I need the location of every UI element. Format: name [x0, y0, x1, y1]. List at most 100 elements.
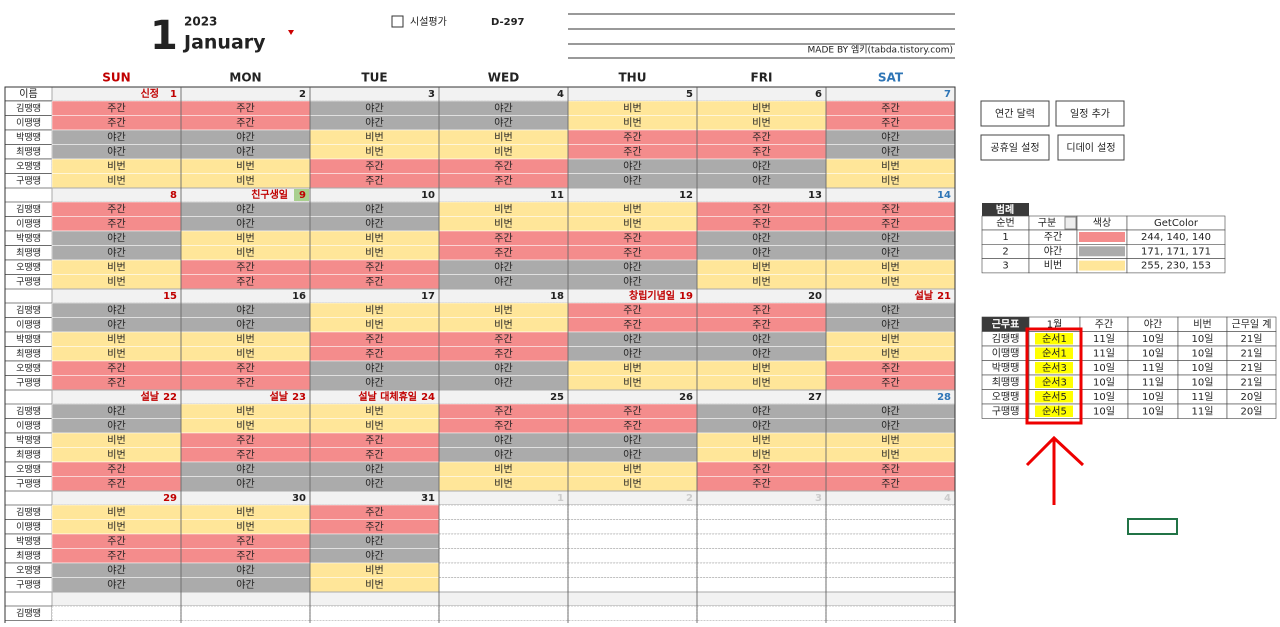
shift: 야간 [881, 247, 899, 259]
button[interactable] [980, 134, 1050, 161]
shift: 비번 [494, 203, 512, 215]
shift: 비번 [365, 247, 383, 259]
date: 31 [421, 493, 435, 504]
legend-header: 순번 [996, 217, 1014, 229]
legend-value: 비번 [1044, 260, 1062, 272]
roster-value: 10일 [1093, 377, 1115, 389]
shift: 야간 [107, 579, 125, 591]
roster-value: 순서3 [1042, 377, 1067, 389]
shift: 주간 [107, 550, 125, 562]
empty-cell [567, 548, 698, 564]
person-name: 이땡땡 [16, 521, 41, 532]
roster-value: 21일 [1241, 377, 1263, 389]
shift: 주간 [365, 261, 383, 273]
roster-value: 10일 [1093, 391, 1115, 403]
highlight-box [1025, 327, 1083, 425]
button[interactable] [1057, 134, 1125, 161]
shift: 비번 [107, 276, 125, 288]
shift: 주간 [365, 521, 383, 533]
roster-value: 순서5 [1042, 391, 1067, 403]
shift: 주간 [365, 276, 383, 288]
date: 11 [550, 190, 564, 201]
empty-cell [567, 577, 698, 593]
shift: 비번 [107, 333, 125, 345]
calendar-icon [391, 15, 404, 28]
roster-value: 10일 [1192, 362, 1214, 374]
shift: 주간 [365, 434, 383, 446]
shift: 야간 [494, 102, 512, 114]
date: 25 [550, 392, 564, 403]
button-label[interactable]: 연간 달력 [995, 108, 1035, 120]
holiday: 신정 [141, 87, 159, 100]
shift: 주간 [107, 362, 125, 374]
empty-cell [567, 533, 698, 549]
shift: 주간 [236, 449, 254, 461]
roster-value: 10일 [1142, 348, 1164, 360]
empty-cell [825, 504, 956, 520]
shift: 비번 [236, 348, 254, 360]
shift: 비번 [107, 521, 125, 533]
legend-title-bg [982, 203, 1029, 216]
shift: 야간 [494, 261, 512, 273]
date: 14 [937, 190, 951, 201]
empty-cell [51, 605, 182, 621]
dropdown[interactable] [1064, 216, 1077, 230]
date: 20 [808, 291, 822, 302]
date: 16 [292, 291, 306, 302]
date: 13 [808, 190, 822, 201]
roster-value: 최땡땡 [992, 377, 1020, 389]
empty-cell [438, 605, 569, 621]
arrow [1025, 435, 1085, 505]
button-label[interactable]: 일정 추가 [1070, 108, 1110, 120]
month-number: 1 [150, 13, 178, 59]
date-row [51, 591, 956, 607]
shift: 주간 [236, 377, 254, 389]
shift: 비번 [494, 463, 512, 475]
shift: 야간 [365, 377, 383, 389]
date: 27 [808, 392, 822, 403]
person-name: 이땡땡 [16, 218, 41, 229]
date: 29 [163, 493, 177, 504]
legend-value: 2 [1002, 246, 1008, 257]
button[interactable] [1055, 100, 1125, 127]
shift: 비번 [107, 434, 125, 446]
person-name: 박땡땡 [16, 536, 41, 547]
shift: 야간 [494, 276, 512, 288]
shift: 비번 [623, 463, 641, 475]
holiday: 설날 [915, 289, 934, 302]
weekday: TUE [361, 71, 387, 85]
empty-cell [696, 577, 827, 593]
shift: 주간 [494, 247, 512, 259]
date: 3 [428, 89, 435, 100]
shift: 비번 [881, 175, 899, 187]
shift: 비번 [494, 131, 512, 143]
button-label[interactable]: 공휴일 설정 [990, 142, 1039, 154]
weekday: FRI [751, 71, 773, 85]
shift: 야간 [752, 405, 770, 417]
person-name: 김땡땡 [16, 607, 41, 619]
button-label[interactable]: 디데이 설정 [1066, 142, 1115, 154]
shift: 주간 [881, 478, 899, 490]
roster-header: 비번 [1193, 319, 1211, 331]
shift: 비번 [752, 117, 770, 129]
roster-value: 김땡땡 [992, 333, 1020, 345]
roster-value: 21일 [1241, 348, 1263, 360]
shift: 비번 [752, 449, 770, 461]
person-name: 구땡땡 [16, 579, 41, 590]
button[interactable] [980, 100, 1050, 127]
empty-cell [825, 605, 956, 621]
shift: 비번 [236, 506, 254, 518]
person-name: 이땡땡 [16, 117, 41, 128]
shift: 주간 [236, 550, 254, 562]
shift: 주간 [881, 377, 899, 389]
shift: 야간 [236, 564, 254, 576]
shift: 야간 [365, 535, 383, 547]
shift: 비번 [107, 175, 125, 187]
roster-header: 주간 [1095, 319, 1113, 331]
shift: 주간 [236, 434, 254, 446]
shift: 야간 [881, 232, 899, 244]
date: 4 [557, 89, 564, 100]
date: 2 [299, 89, 306, 100]
shift: 비번 [365, 564, 383, 576]
